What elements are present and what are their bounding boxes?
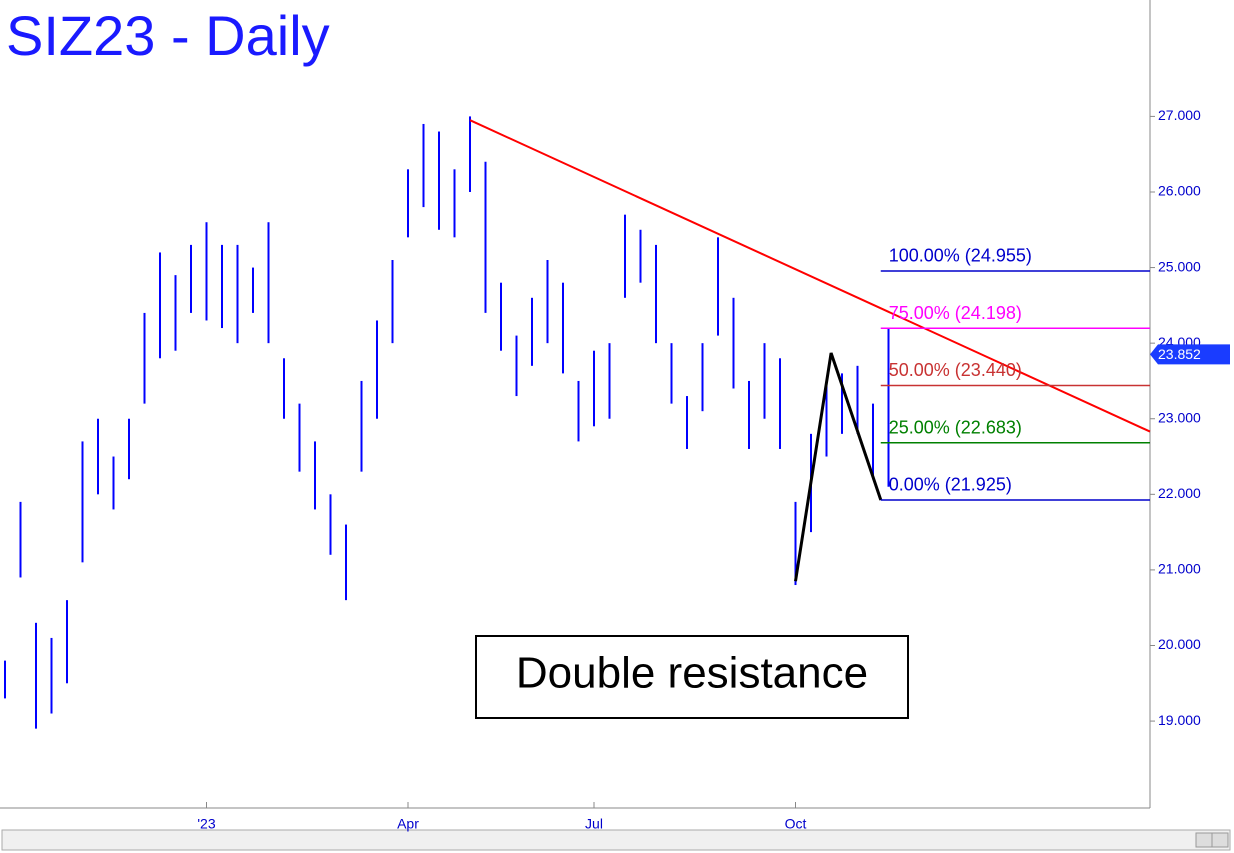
y-tick-label: 20.000 [1158,636,1201,652]
level-label: 0.00% (21.925) [889,475,1012,495]
chart-title: SIZ23 - Daily [6,4,330,67]
y-tick-label: 23.000 [1158,409,1201,425]
pattern-line [794,352,883,582]
x-tick-label: Jul [585,816,603,832]
level-label: 50.00% (23.440) [889,360,1022,380]
last-price-label: 23.852 [1158,346,1201,362]
trendline [469,119,1151,433]
scroll-left[interactable] [1195,832,1213,848]
annotation-box [475,635,909,719]
y-tick-label: 26.000 [1158,183,1201,199]
y-tick-label: 22.000 [1158,485,1201,501]
y-tick-label: 27.000 [1158,107,1201,123]
scrollbar[interactable] [1,829,1231,851]
last-price-marker [1150,344,1230,365]
level-label: 75.00% (24.198) [889,303,1022,323]
x-tick-label: Oct [785,816,807,832]
y-tick-label: 21.000 [1158,561,1201,577]
scroll-right[interactable] [1211,832,1229,848]
y-tick-label: 25.000 [1158,258,1201,274]
level-label: 100.00% (24.955) [889,246,1032,266]
x-tick-label: '23 [197,816,215,832]
y-tick-label: 19.000 [1158,712,1201,728]
level-label: 25.00% (22.683) [889,417,1022,437]
x-tick-label: Apr [397,816,419,832]
annotation: Double resistance [516,649,868,698]
